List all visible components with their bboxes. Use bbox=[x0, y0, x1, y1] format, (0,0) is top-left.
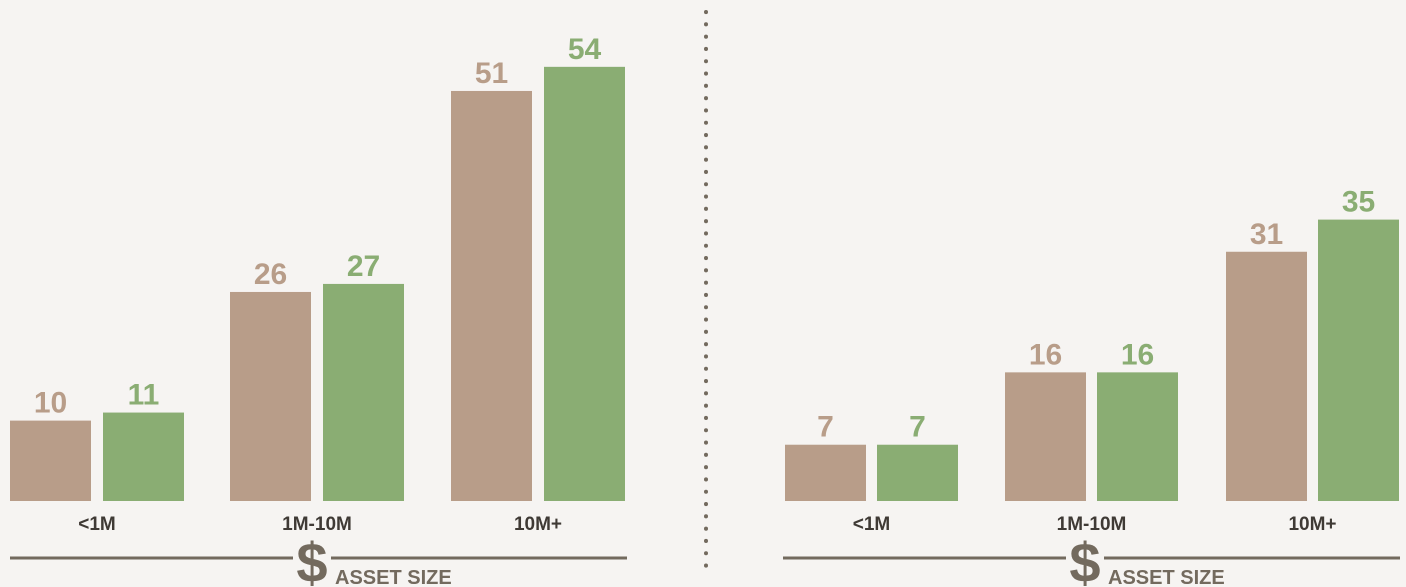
chart-panel-right: $ ASSET SIZE 7 7 <1M 16 16 1M-10M 31 35 10M+ bbox=[783, 186, 1400, 587]
bar-lt-1m-series-2 bbox=[877, 444, 958, 501]
bar-lt-1m-series-1 bbox=[785, 444, 866, 501]
value-label-10m-plus-series-1: 31 bbox=[1250, 218, 1283, 251]
category-label-lt-1m: <1M bbox=[78, 514, 116, 535]
x-axis-title: ASSET SIZE bbox=[335, 567, 452, 587]
category-label-lt-1m: <1M bbox=[853, 514, 891, 535]
bar-1m-10m-series-1 bbox=[1005, 372, 1086, 501]
dollar-icon: $ bbox=[296, 531, 327, 587]
value-label-lt-1m-series-2: 11 bbox=[128, 379, 160, 412]
bar-lt-1m-series-2 bbox=[103, 412, 184, 501]
bar-1m-10m-series-1 bbox=[230, 291, 311, 501]
category-label-10m-plus: 10M+ bbox=[514, 514, 562, 535]
value-label-lt-1m-series-2: 7 bbox=[909, 411, 926, 444]
value-label-1m-10m-series-1: 16 bbox=[1029, 338, 1062, 371]
x-axis-title: ASSET SIZE bbox=[1108, 567, 1225, 587]
category-label-1m-10m: 1M-10M bbox=[282, 514, 352, 535]
bar-10m-plus-series-1 bbox=[451, 90, 532, 502]
chart-panel-left: $ ASSET SIZE 10 11 <1M 26 27 1M-10M 51 54 10M+ bbox=[10, 33, 627, 587]
value-label-10m-plus-series-1: 51 bbox=[475, 57, 508, 90]
bar-lt-1m-series-1 bbox=[10, 420, 91, 501]
value-label-1m-10m-series-2: 27 bbox=[347, 250, 380, 283]
bar-1m-10m-series-2 bbox=[323, 283, 404, 501]
bar-10m-plus-series-1 bbox=[1226, 251, 1307, 501]
value-label-lt-1m-series-1: 7 bbox=[817, 411, 834, 444]
value-label-1m-10m-series-1: 26 bbox=[254, 258, 287, 291]
value-label-lt-1m-series-1: 10 bbox=[34, 387, 67, 420]
category-label-10m-plus: 10M+ bbox=[1288, 514, 1336, 535]
bar-10m-plus-series-2 bbox=[1318, 219, 1399, 501]
value-label-10m-plus-series-2: 54 bbox=[568, 33, 602, 66]
bar-10m-plus-series-2 bbox=[544, 66, 625, 501]
category-label-1m-10m: 1M-10M bbox=[1057, 514, 1127, 535]
dollar-icon: $ bbox=[1069, 531, 1100, 587]
value-label-10m-plus-series-2: 35 bbox=[1342, 186, 1375, 219]
bar-1m-10m-series-2 bbox=[1097, 372, 1178, 501]
value-label-1m-10m-series-2: 16 bbox=[1121, 338, 1154, 371]
